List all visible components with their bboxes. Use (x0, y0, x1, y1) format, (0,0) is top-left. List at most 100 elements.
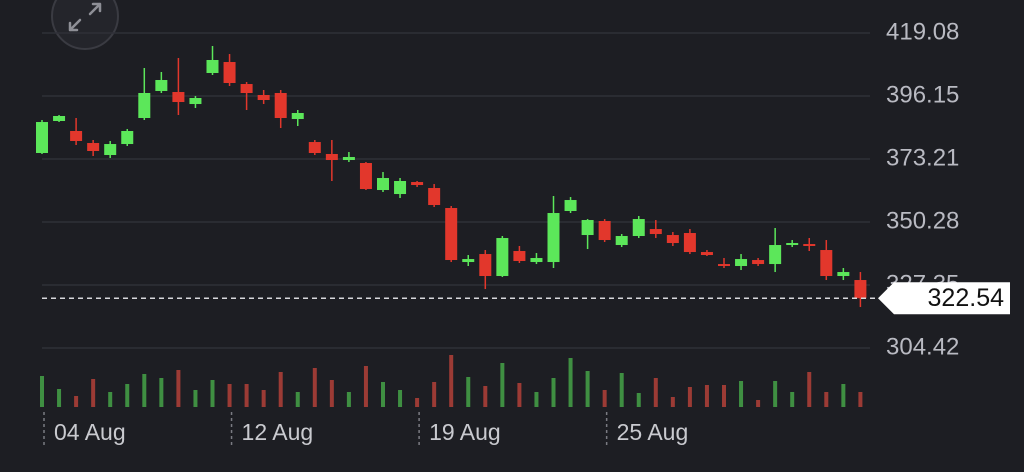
volume-bar (295, 392, 300, 407)
volume-bar (74, 396, 79, 407)
volume-bar (227, 384, 232, 407)
candle-body (240, 84, 253, 94)
candle-body (308, 142, 321, 154)
volume-bar (790, 392, 795, 407)
volume-bar (619, 373, 624, 407)
volume-bar (858, 392, 863, 407)
volume-bar (653, 378, 658, 407)
volume-bar (773, 381, 778, 407)
candle-body (803, 244, 816, 247)
candle-body (428, 188, 441, 206)
candle-body (172, 92, 185, 103)
volume-bar (841, 384, 846, 407)
volume-bar (312, 368, 317, 407)
expand-icon[interactable] (68, 2, 102, 32)
y-tick-label: 350.28 (886, 207, 959, 234)
last-price-label: 322.54 (928, 284, 1005, 312)
candle-body (257, 95, 270, 101)
volume-bar (261, 390, 266, 407)
volume-bar (636, 393, 641, 407)
candle-body (104, 144, 117, 156)
candle-body (342, 157, 355, 161)
y-tick-label: 304.42 (886, 333, 959, 360)
volume-bar (346, 392, 351, 407)
candle-body (700, 252, 713, 256)
volume-bar (824, 392, 829, 407)
volume-bar (159, 378, 164, 407)
candle-body (735, 259, 748, 267)
expand-circle[interactable] (51, 0, 119, 50)
candle-body (615, 236, 628, 246)
volume-bar (142, 374, 147, 407)
candle-body (752, 260, 765, 265)
volume-bar (108, 392, 113, 407)
volume-bar (244, 384, 249, 407)
x-tick-label: 04 Aug (54, 419, 126, 445)
candle-body (274, 93, 287, 119)
x-tick-label: 12 Aug (242, 419, 314, 445)
volume-bar (278, 372, 283, 407)
volume-bar (466, 377, 471, 407)
volume-bar (398, 390, 403, 407)
candle-body (666, 235, 679, 244)
volume-bar (807, 372, 812, 407)
volume-bar (363, 366, 368, 407)
candle-body (513, 251, 526, 262)
candle-body (138, 93, 151, 119)
volume-bar (739, 381, 744, 407)
candle-body (769, 245, 782, 265)
expand-button[interactable] (51, 0, 119, 50)
candle-body (564, 200, 577, 212)
volume-bar (57, 389, 62, 407)
volume-panel (40, 355, 863, 407)
candle-body (411, 182, 424, 186)
volume-bar (551, 378, 556, 407)
candle-body (820, 250, 833, 277)
candle-body (359, 163, 372, 190)
volume-bar (329, 380, 334, 407)
volume-bar (500, 363, 505, 407)
x-tick-label: 19 Aug (429, 419, 501, 445)
candle-body (581, 220, 594, 236)
candle-body (462, 259, 475, 263)
volume-bar (176, 370, 181, 407)
candle-body (155, 80, 168, 91)
candle-body (445, 208, 458, 261)
candle-body (70, 130, 83, 141)
volume-bar (670, 397, 675, 407)
candle-body (53, 115, 66, 121)
candle-body (36, 122, 48, 154)
candle-body (87, 143, 100, 152)
volume-bar (381, 382, 385, 407)
candle-body (632, 219, 645, 237)
volume-bar (534, 392, 539, 407)
volume-bar (432, 382, 437, 407)
volume-bar (602, 390, 607, 407)
candle-body (854, 280, 867, 299)
volume-bar (483, 386, 488, 407)
candle-body (206, 60, 219, 74)
candle-body (325, 153, 338, 161)
candle-body (649, 229, 662, 235)
candle-body (394, 181, 407, 195)
candle-body (223, 62, 236, 84)
candle-body (121, 130, 134, 145)
volume-bar (125, 384, 130, 407)
volume-bar (722, 385, 726, 407)
candle-body (837, 272, 850, 277)
last-price: 322.54 (42, 282, 1010, 315)
volume-bar (40, 376, 44, 407)
candle-body (189, 98, 202, 105)
volume-bar (704, 385, 709, 407)
candle-body (547, 213, 560, 263)
candle-body (479, 254, 492, 277)
candle-body (530, 258, 543, 263)
candle-body (598, 221, 611, 241)
last-price-tag (878, 282, 1010, 315)
candles (36, 45, 867, 308)
volume-bar (568, 358, 573, 407)
volume-bar (193, 390, 198, 407)
